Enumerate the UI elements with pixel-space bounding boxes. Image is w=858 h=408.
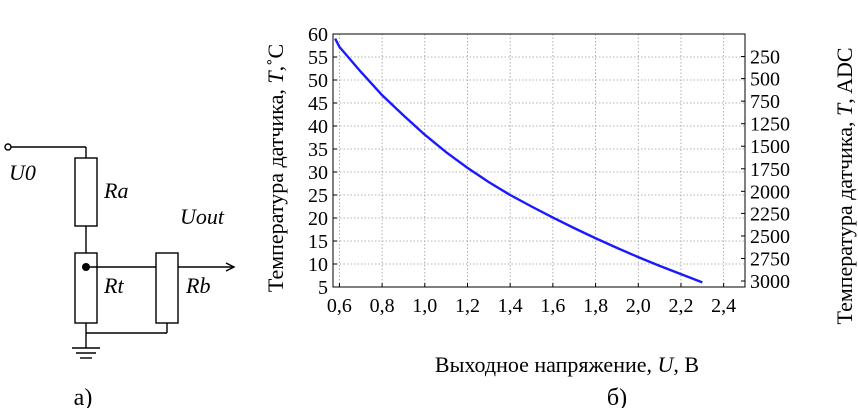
- label-rb: Rb: [185, 273, 210, 298]
- y-tick-label: 35: [308, 139, 328, 161]
- x-tick-label: 1,0: [412, 295, 437, 317]
- input-terminal: [4, 143, 12, 151]
- y2-tick-label: 1250: [750, 114, 790, 136]
- y2-tick-label: 250: [750, 47, 780, 69]
- x-tick-label: 2,0: [626, 295, 651, 317]
- x-tick-label: 0,6: [327, 295, 352, 317]
- y2-tick-label: 3000: [750, 271, 790, 293]
- voltage-divider-circuit: [4, 143, 236, 359]
- x-tick-label: 1,6: [540, 295, 565, 317]
- resistor-rb: [155, 252, 179, 324]
- plot-frame: [332, 33, 746, 288]
- x-tick-labels: 0,6 0,8 1,0 1,2 1,4 1,6 1,8 2,0 2,2 2,4: [327, 295, 736, 317]
- y-tick-label: 50: [308, 70, 328, 92]
- y-tick-label: 30: [308, 162, 328, 184]
- y-tick-label: 5: [318, 277, 328, 299]
- output-arrow: [225, 262, 236, 272]
- resistor-ra: [74, 157, 98, 227]
- y2-tick-label: 2500: [750, 226, 790, 248]
- y-tick-label: 20: [308, 208, 328, 230]
- x-axis-label: Выходное напряжение, U, В: [435, 352, 699, 377]
- x-tick-label: 1,2: [455, 295, 480, 317]
- y-tick-label: 15: [308, 231, 328, 253]
- y2-tick-label: 2750: [750, 248, 790, 270]
- x-tick-label: 1,8: [583, 295, 608, 317]
- caption-a: а): [74, 385, 93, 408]
- temperature-voltage-chart: 0,6 0,8 1,0 1,2 1,4 1,6 1,8 2,0 2,2 2,4 510152025…: [263, 24, 857, 377]
- y2-axis-label: Температура датчика, T, ADC: [832, 47, 857, 324]
- axis-ticks: [333, 33, 745, 288]
- y2-tick-labels: 2505007501250150017502000225025002750300…: [750, 47, 790, 293]
- x-tick-label: 2,2: [668, 295, 693, 317]
- y-tick-label: 25: [308, 185, 328, 207]
- grid: [333, 33, 745, 288]
- y2-tick-label: 2000: [750, 181, 790, 203]
- y2-tick-label: 1750: [750, 159, 790, 181]
- x-tick-label: 2,4: [711, 295, 736, 317]
- y2-tick-label: 1500: [750, 136, 790, 158]
- caption-b: б): [607, 385, 627, 408]
- y-tick-label: 55: [308, 47, 328, 69]
- y2-tick-label: 500: [750, 69, 780, 91]
- label-uout: Uout: [180, 204, 225, 229]
- y-tick-label: 40: [308, 116, 328, 138]
- x-tick-label: 1,4: [498, 295, 523, 317]
- junction-dot: [82, 263, 90, 271]
- y2-tick-label: 750: [750, 91, 780, 113]
- y2-tick-label: 2250: [750, 203, 790, 225]
- label-u0: U0: [9, 160, 36, 185]
- x-tick-label: 0,8: [370, 295, 395, 317]
- series-line: [334, 38, 703, 284]
- label-rt: Rt: [103, 273, 124, 298]
- y-axis-label: Температура датчика, T,˚C: [263, 44, 288, 292]
- label-ra: Ra: [103, 178, 128, 203]
- y-tick-label: 60: [308, 24, 328, 46]
- y-tick-label: 10: [308, 254, 328, 276]
- y-tick-label: 45: [308, 93, 328, 115]
